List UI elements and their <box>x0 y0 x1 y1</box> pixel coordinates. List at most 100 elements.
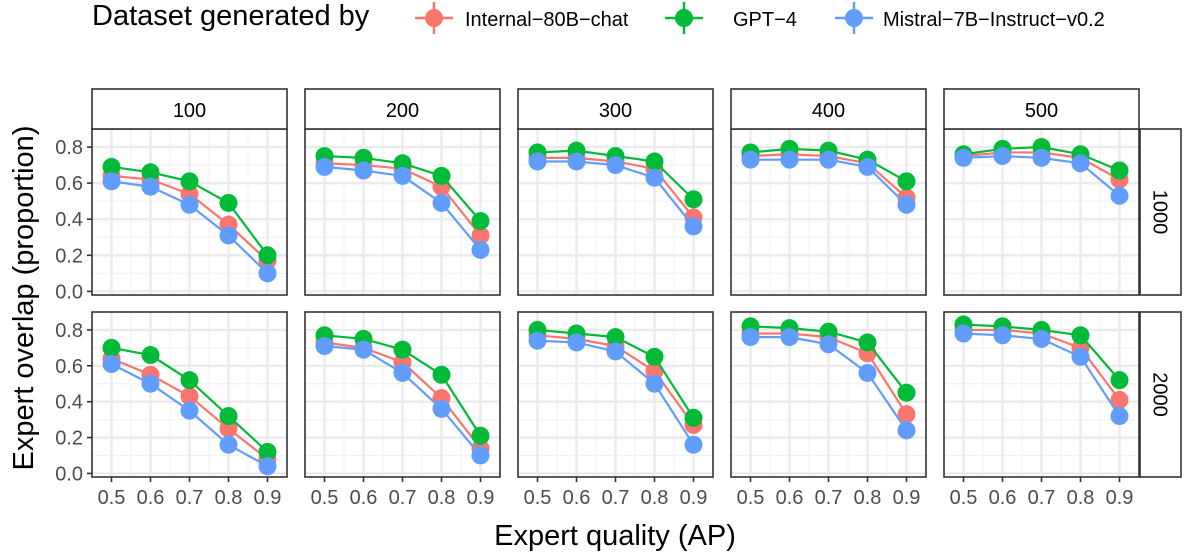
data-point <box>432 166 451 185</box>
data-point <box>1110 186 1129 205</box>
facet-strip-row: 2000 <box>1139 311 1182 478</box>
data-point <box>684 408 703 427</box>
x-tick-label: 0.5 <box>311 487 339 509</box>
data-point <box>645 374 664 393</box>
data-point <box>219 193 238 212</box>
data-point <box>1110 407 1129 426</box>
strip-label: 300 <box>599 100 632 122</box>
x-tick-label: 0.7 <box>1028 487 1056 509</box>
strip-box <box>1139 311 1182 478</box>
data-point <box>219 419 238 438</box>
data-series <box>102 157 277 265</box>
x-tick-label: 0.6 <box>350 487 378 509</box>
data-point <box>645 347 664 366</box>
data-series <box>315 326 490 445</box>
x-tick-label: 0.8 <box>428 487 456 509</box>
facet-panel: 0.5 0.6 0.7 0.8 0.9 <box>730 311 927 509</box>
data-point <box>219 435 238 454</box>
y-tick-label: 0.6 <box>55 356 83 378</box>
data-point <box>1110 390 1129 409</box>
data-point <box>315 157 334 176</box>
x-tick-label: 0.9 <box>467 487 495 509</box>
strip-label: 2000 <box>1149 372 1171 417</box>
data-point <box>684 435 703 454</box>
data-point <box>180 401 199 420</box>
legend-key-marker <box>425 9 443 27</box>
data-point <box>993 326 1012 345</box>
y-tick-label: 0.0 <box>55 463 83 485</box>
data-point <box>471 426 490 445</box>
x-tick-label: 0.7 <box>815 487 843 509</box>
data-point <box>819 150 838 169</box>
data-point <box>528 152 547 171</box>
data-point <box>180 371 199 390</box>
y-tick-label: 0.2 <box>55 428 83 450</box>
data-point <box>645 152 664 171</box>
data-point <box>354 148 373 167</box>
data-point <box>315 337 334 356</box>
x-tick-label: 0.8 <box>854 487 882 509</box>
strip-box <box>517 88 714 130</box>
x-tick-label: 0.9 <box>254 487 282 509</box>
data-point <box>567 333 586 352</box>
data-point <box>858 363 877 382</box>
legend-label: GPT−4 <box>733 9 797 31</box>
data-point <box>180 195 199 214</box>
data-series <box>528 152 703 236</box>
data-point <box>180 172 199 191</box>
data-point <box>354 161 373 180</box>
data-point <box>471 240 490 259</box>
strip-box <box>943 88 1140 130</box>
y-tick-label: 0.2 <box>55 245 83 267</box>
data-point <box>1110 371 1129 390</box>
facet-strip-column: 500 <box>943 88 1140 130</box>
strip-label: 100 <box>173 100 206 122</box>
legend-label: Mistral−7B−Instruct−v0.2 <box>883 9 1105 31</box>
facet-strip-row: 1000 <box>1139 128 1182 296</box>
x-tick-label: 0.5 <box>524 487 552 509</box>
facet-panel: 0.0 0.2 0.4 0.6 0.8 0.5 0.6 0.7 0.8 0.9 <box>55 311 288 509</box>
data-point <box>471 446 490 465</box>
y-tick-label: 0.4 <box>55 392 83 414</box>
y-tick-label: 0.8 <box>55 137 83 159</box>
x-axis-label: Expert quality (AP) <box>494 520 736 552</box>
data-point <box>645 362 664 381</box>
y-tick-label: 0.0 <box>55 281 83 303</box>
facet-panel: 0.5 0.6 0.7 0.8 0.9 <box>517 311 714 509</box>
data-point <box>219 226 238 245</box>
legend-title: Dataset generated by <box>92 0 370 32</box>
x-tick-label: 0.5 <box>737 487 765 509</box>
x-tick-label: 0.7 <box>602 487 630 509</box>
data-point <box>897 195 916 214</box>
facet-strip-column: 100 <box>91 88 288 130</box>
x-tick-label: 0.6 <box>563 487 591 509</box>
data-point <box>741 150 760 169</box>
data-point <box>528 331 547 350</box>
data-point <box>141 346 160 365</box>
x-tick-label: 0.9 <box>1106 487 1134 509</box>
data-point <box>471 212 490 231</box>
data-point <box>819 335 838 354</box>
facet-strip-column: 400 <box>730 88 927 130</box>
data-point <box>258 246 277 265</box>
data-series <box>102 355 277 476</box>
data-point <box>645 168 664 187</box>
x-tick-label: 0.8 <box>1067 487 1095 509</box>
data-series <box>315 157 490 259</box>
data-point <box>606 156 625 175</box>
chart-legend: Dataset generated by Internal−80B−chat GP… <box>92 0 1105 34</box>
data-point <box>141 177 160 196</box>
data-point <box>741 328 760 347</box>
x-tick-label: 0.5 <box>98 487 126 509</box>
data-series <box>741 328 916 440</box>
data-point <box>993 147 1012 166</box>
data-point <box>102 338 121 357</box>
facet-panel <box>943 128 1140 296</box>
facet-strip-column: 300 <box>517 88 714 130</box>
data-point <box>897 383 916 402</box>
y-axis-label: Expert overlap (proportion) <box>8 126 40 471</box>
strip-label: 400 <box>812 100 845 122</box>
facet-strip-column: 200 <box>304 88 501 130</box>
data-point <box>102 355 121 374</box>
